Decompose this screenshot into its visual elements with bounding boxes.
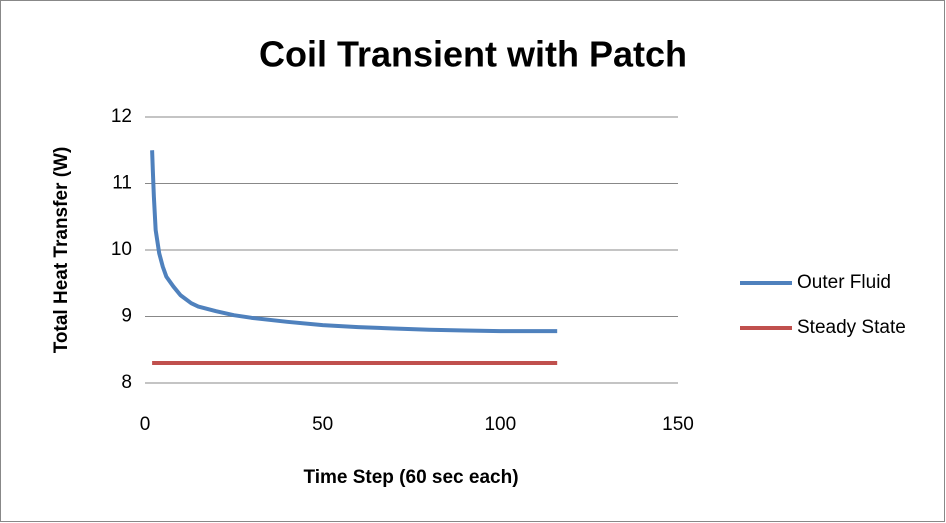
y-tick-label: 10 [111,239,132,260]
legend-label: Outer Fluid [797,272,891,293]
y-tick-label: 9 [121,306,132,327]
y-axis-label: Total Heat Transfer (W) [51,147,72,354]
x-tick-label: 50 [312,414,333,435]
y-tick-label: 11 [112,173,132,194]
legend-label: Steady State [797,317,906,338]
x-tick-label: 150 [662,414,694,435]
y-tick-label: 8 [121,372,132,393]
y-tick-label: 12 [111,106,132,127]
chart-title: Coil Transient with Patch [259,34,687,75]
data-line [150,150,558,334]
x-axis-label: Time Step (60 sec each) [303,467,518,488]
x-tick-label: 100 [484,414,516,435]
x-tick-label: 0 [140,414,151,435]
